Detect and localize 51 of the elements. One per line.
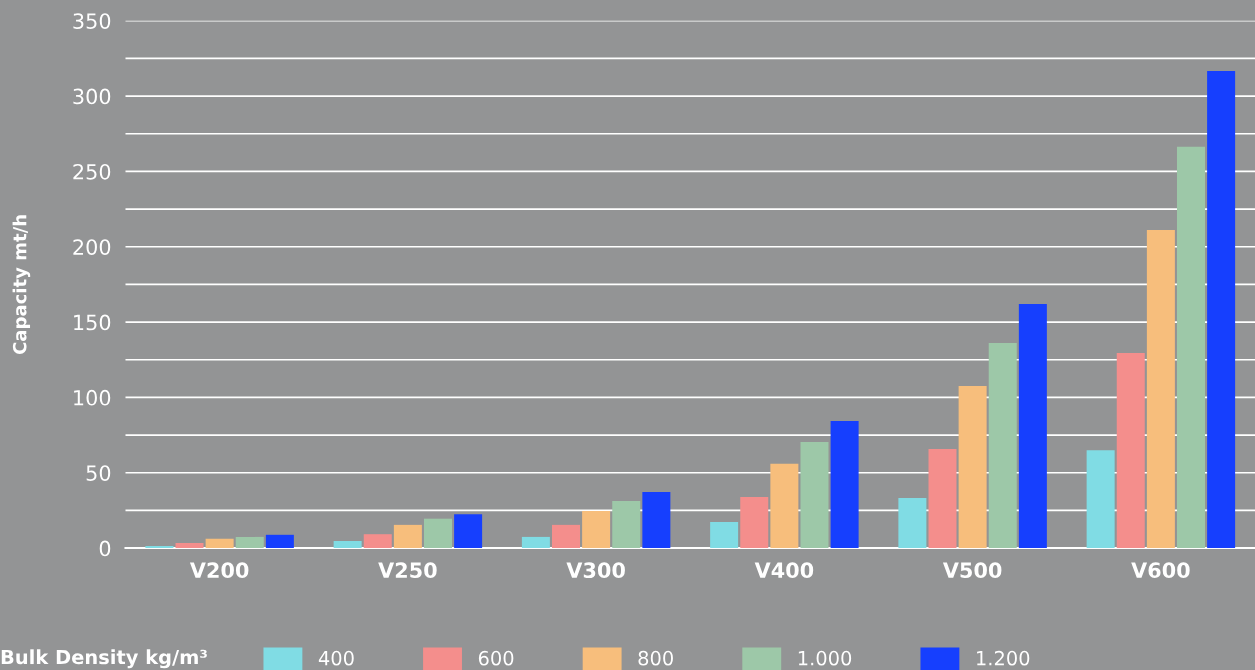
bar: [1086, 450, 1115, 549]
y-tick-label: 150: [74, 314, 111, 331]
x-tick-label: V300: [566, 562, 625, 579]
y-tick-label: 50: [86, 465, 111, 481]
bar: [740, 496, 769, 549]
bar: [988, 343, 1017, 549]
y-tick-label: 250: [73, 163, 111, 180]
bar: [1207, 70, 1236, 549]
bar: [642, 492, 671, 549]
bar: [205, 538, 234, 549]
x-tick-label: V250: [378, 562, 437, 579]
y-tick-label: 200: [73, 239, 111, 255]
bar: [1018, 304, 1047, 549]
legend-label: 400: [318, 650, 354, 666]
x-tick-label: V400: [754, 562, 814, 579]
bar: [235, 536, 264, 549]
bar: [333, 540, 362, 549]
bar: [830, 421, 859, 549]
bar: [800, 442, 829, 549]
y-tick-label: 300: [73, 88, 111, 105]
y-tick-label: 350: [73, 13, 111, 29]
x-tick-label: V600: [1131, 562, 1190, 579]
legend-label: 600: [478, 650, 514, 666]
bar: [1116, 352, 1145, 549]
bar: [145, 545, 174, 549]
legend-label: 1.000: [798, 650, 852, 666]
bar: [175, 543, 204, 549]
bar: [898, 498, 927, 549]
bar: [770, 463, 799, 549]
legend-label: 800: [638, 650, 673, 666]
y-tick-label: 0: [99, 540, 111, 557]
bar: [1176, 146, 1205, 549]
x-tick-label: V200: [189, 562, 249, 579]
y-tick-label: 100: [74, 389, 111, 406]
bar: [582, 511, 611, 549]
legend-label: 1.200: [977, 650, 1030, 666]
bar: [928, 449, 957, 549]
bar: [710, 522, 739, 549]
bar: [958, 385, 987, 549]
bar: [612, 500, 641, 549]
bar: [363, 534, 392, 549]
bar: [454, 514, 483, 549]
x-tick-label: V500: [942, 562, 1002, 579]
bar: [552, 524, 581, 549]
bar: [265, 534, 294, 549]
legend-title: Bulk Density kg/m³: [1, 649, 207, 669]
bar: [521, 536, 550, 549]
bar: [1146, 229, 1175, 549]
bar: [423, 518, 452, 549]
bar: [393, 524, 422, 549]
y-axis-title: Capacity mt/h: [12, 215, 31, 355]
